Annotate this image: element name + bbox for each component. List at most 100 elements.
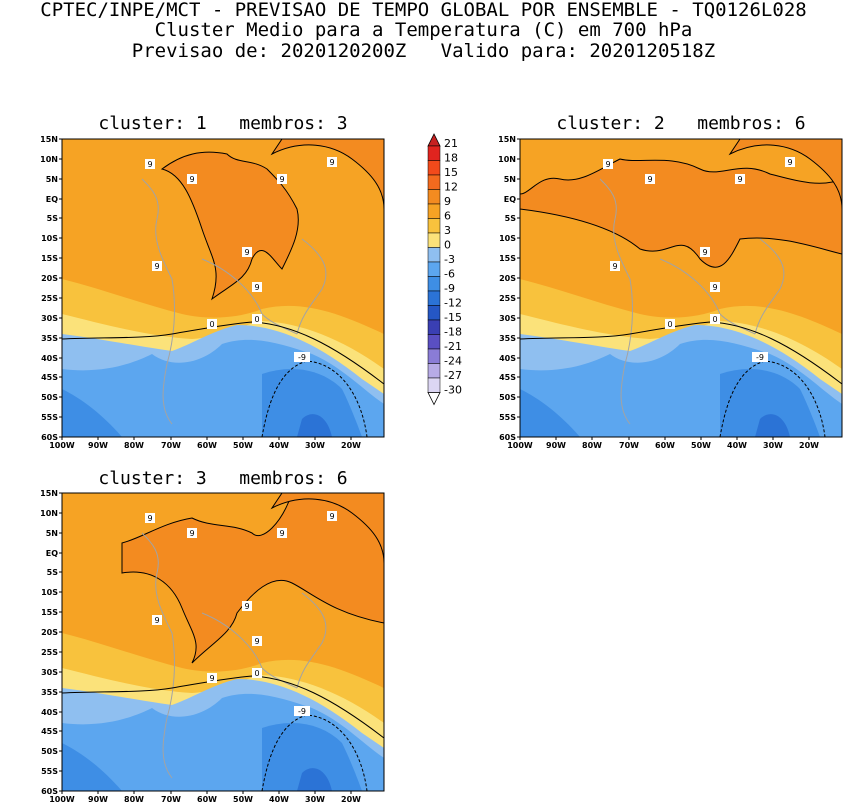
- lon-label: 40W: [269, 795, 289, 803]
- contour-label: 9: [152, 615, 162, 625]
- map-frame: [61, 138, 385, 438]
- svg-text:9: 9: [702, 248, 707, 257]
- lon-label: 20W: [799, 441, 819, 450]
- contour-label: 9: [327, 511, 337, 521]
- svg-text:0: 0: [209, 320, 214, 329]
- lat-label: 10S: [499, 234, 516, 243]
- svg-text:9: 9: [279, 175, 284, 184]
- contour-label: 9: [252, 636, 262, 646]
- contour-label: 9: [645, 174, 655, 184]
- lon-label: 20W: [341, 795, 361, 803]
- field-minus12: [755, 414, 790, 437]
- lon-label: 100W: [49, 795, 75, 803]
- lat-label: 50S: [41, 747, 58, 756]
- lat-label: 30S: [41, 668, 58, 677]
- lat-label: 5S: [47, 214, 59, 223]
- lat-label: 30S: [499, 314, 516, 323]
- field-minus9-minus6: [720, 369, 820, 437]
- map-plot-area: 9 9 9 9 9 9 9 0 0 -9 15N 10N 5N EQ 5S 10S 15S 20S 25S 30S 35…: [498, 135, 843, 450]
- lat-label: 5S: [47, 568, 59, 577]
- svg-text:9: 9: [737, 175, 742, 184]
- lon-label: 50W: [691, 441, 711, 450]
- lat-label: 5N: [46, 175, 58, 184]
- lat-label: 50S: [41, 393, 58, 402]
- svg-text:9: 9: [787, 158, 792, 167]
- contour-label: 9: [700, 247, 710, 257]
- lon-label: 80W: [124, 795, 144, 803]
- contour-label: 9: [785, 157, 795, 167]
- lat-label: 5S: [505, 214, 517, 223]
- contour-label: 9: [277, 174, 287, 184]
- lat-label: 25S: [41, 648, 58, 657]
- svg-text:9: 9: [329, 512, 334, 521]
- lat-label: EQ: [504, 195, 516, 204]
- lat-label: 35S: [499, 334, 516, 343]
- lon-label: 20W: [341, 441, 361, 450]
- lon-label: 70W: [161, 441, 181, 450]
- lat-label: 55S: [499, 413, 516, 422]
- contour-0: [62, 321, 384, 385]
- svg-text:9: 9: [647, 175, 652, 184]
- lat-label: 55S: [41, 413, 58, 422]
- svg-text:0: 0: [254, 315, 259, 324]
- svg-text:9: 9: [612, 262, 617, 271]
- lat-label: 5N: [504, 175, 516, 184]
- lat-label: 20S: [41, 628, 58, 637]
- lon-label: 100W: [49, 441, 75, 450]
- lat-label: 45S: [41, 727, 58, 736]
- svg-text:9: 9: [244, 248, 249, 257]
- svg-text:9: 9: [189, 175, 194, 184]
- contour-label: 9: [145, 159, 155, 169]
- lat-label: 30S: [41, 314, 58, 323]
- svg-text:9: 9: [209, 674, 214, 683]
- lat-label: 25S: [41, 294, 58, 303]
- lat-label: 10N: [40, 155, 58, 164]
- contour-label: 9: [327, 157, 337, 167]
- svg-text:0: 0: [254, 669, 259, 678]
- lon-label: 30W: [763, 441, 783, 450]
- lat-label: 60S: [41, 787, 58, 796]
- map-frame: [61, 492, 385, 792]
- field-9-12: [520, 158, 842, 268]
- contour-label: 9: [152, 261, 162, 271]
- lat-label: 35S: [41, 334, 58, 343]
- contour-label: 9: [277, 528, 287, 538]
- lon-label: 40W: [727, 441, 747, 450]
- coastline: [141, 532, 327, 779]
- svg-text:0: 0: [712, 315, 717, 324]
- lat-label: 50S: [499, 393, 516, 402]
- contour-label: 9: [187, 528, 197, 538]
- svg-text:9: 9: [329, 158, 334, 167]
- svg-text:9: 9: [279, 529, 284, 538]
- lat-label: 45S: [499, 373, 516, 382]
- lat-label: 40S: [41, 354, 58, 363]
- contour-label: 9: [187, 174, 197, 184]
- lat-label: 20S: [499, 274, 516, 283]
- lon-label: 90W: [546, 441, 566, 450]
- figure-title-line3: Previsao de: 2020120200Z Valido para: 20…: [131, 40, 716, 62]
- lat-label: 10S: [41, 588, 58, 597]
- lat-label: 55S: [41, 767, 58, 776]
- panel1-title: cluster: 1 membros: 3: [98, 113, 348, 134]
- contour-label: 9: [603, 159, 613, 169]
- svg-text:-9: -9: [756, 353, 764, 362]
- contour-0: [520, 321, 842, 385]
- svg-text:9: 9: [605, 160, 610, 169]
- figure-title-line2: Cluster Medio para a Temperatura (C) em …: [154, 19, 693, 41]
- panel2-title: cluster: 2 membros: 6: [556, 113, 806, 134]
- lon-label: 50W: [233, 441, 253, 450]
- svg-text:9: 9: [154, 616, 159, 625]
- field-minus12: [297, 414, 332, 437]
- lon-label: 50W: [233, 795, 253, 803]
- svg-text:9: 9: [154, 262, 159, 271]
- lat-label: 35S: [41, 688, 58, 697]
- lat-label: 10N: [498, 155, 516, 164]
- svg-text:9: 9: [254, 637, 259, 646]
- lon-label: 40W: [269, 441, 289, 450]
- figure-title-line1: CPTEC/INPE/MCT - PREVISAO DE TEMPO GLOBA…: [40, 0, 807, 21]
- lat-label: 60S: [41, 433, 58, 442]
- contour-label: -9: [752, 352, 768, 362]
- svg-text:9: 9: [189, 529, 194, 538]
- lon-label: 90W: [88, 441, 108, 450]
- lat-label: 15S: [499, 254, 516, 263]
